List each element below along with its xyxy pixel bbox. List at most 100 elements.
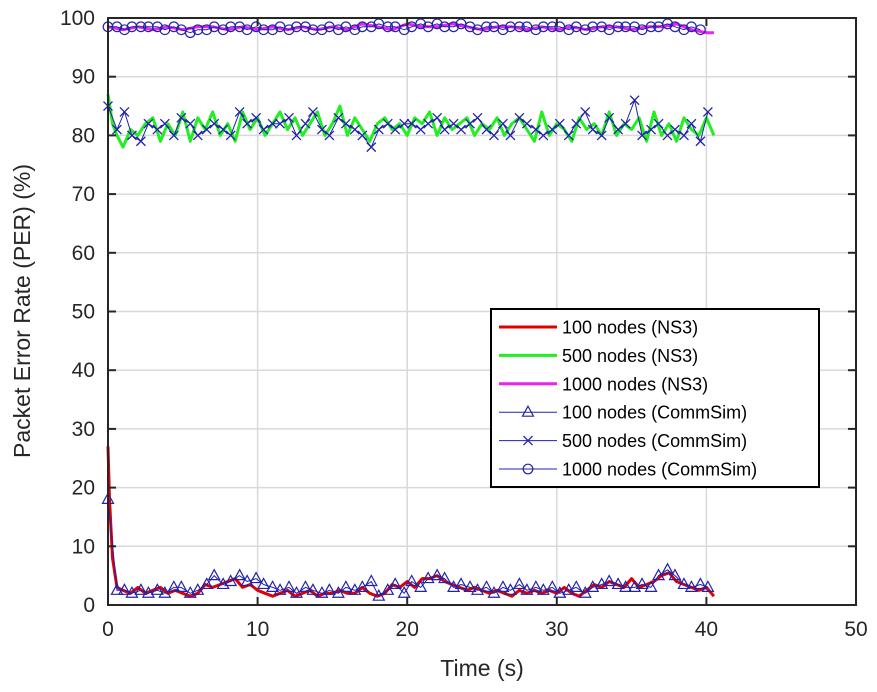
series-3-point — [306, 583, 320, 595]
series-3-point — [207, 568, 221, 581]
x-tick-label: 50 — [844, 618, 867, 641]
series-5-point — [497, 24, 509, 36]
series-3-point — [479, 580, 494, 592]
legend-marker-3 — [521, 404, 535, 417]
series-4-point — [587, 124, 598, 135]
series-4-point — [646, 124, 657, 135]
series-5-point — [382, 21, 394, 33]
series-3-point — [240, 574, 254, 587]
series-4-point — [456, 124, 467, 135]
series-4-point — [159, 118, 170, 129]
series-3-point — [487, 586, 501, 598]
series-3-point — [167, 580, 181, 592]
series-5-point — [579, 24, 591, 36]
series-4-point — [135, 136, 146, 147]
legend-label-1: 500 nodes (NS3) — [562, 346, 698, 366]
series-3-point — [266, 580, 280, 592]
series-4-point — [620, 118, 631, 129]
series-5-point — [307, 24, 319, 36]
series-3-point — [619, 580, 633, 592]
series-4-point — [423, 118, 434, 129]
series-4-point — [176, 112, 187, 123]
series-3-point — [339, 580, 353, 592]
series-5-point — [398, 24, 410, 36]
series-5-point — [258, 24, 269, 36]
series-4-point — [258, 124, 269, 135]
series-3-point — [273, 583, 287, 595]
series-5-point — [332, 24, 344, 36]
series-5-point — [300, 21, 311, 33]
legend-box — [490, 308, 820, 488]
series-4-point — [373, 124, 384, 135]
series-5-point — [587, 21, 599, 33]
series-3-point — [355, 580, 369, 592]
series-4-point — [300, 118, 311, 129]
y-tick-label: 10 — [72, 535, 95, 558]
series-5-point — [201, 24, 213, 36]
series-4-point — [185, 118, 196, 129]
series-3-point — [503, 583, 517, 595]
y-tick-label: 60 — [72, 242, 95, 265]
series-3-point — [372, 588, 386, 601]
series-3-point — [693, 577, 707, 590]
series-3-point — [536, 583, 550, 595]
series-4-point — [547, 124, 558, 135]
series-4-point — [218, 124, 229, 135]
series-5-point — [142, 21, 154, 33]
series-3-point — [257, 577, 271, 590]
series-4-point — [234, 106, 245, 117]
y-axis-title: Packet Error Rate (PER) (%) — [9, 164, 35, 458]
series-5-point — [629, 21, 640, 33]
series-4-point — [119, 106, 130, 117]
series-5-point — [126, 21, 138, 33]
series-4-point — [662, 130, 673, 141]
series-4-point — [291, 130, 302, 141]
series-4-point — [340, 118, 351, 129]
series-3-point — [463, 580, 477, 592]
series-markers — [101, 18, 715, 601]
series-3-point — [191, 583, 205, 595]
series-4-point — [489, 130, 499, 141]
series-line-5 — [108, 23, 701, 34]
series-3-point — [470, 583, 485, 595]
series-line-3 — [107, 499, 709, 597]
series-4-point — [390, 124, 401, 135]
series-4-point — [505, 130, 516, 141]
series-4-point — [514, 112, 525, 123]
series-3-point — [520, 583, 534, 595]
series-4-point — [702, 106, 713, 117]
series-4-point — [613, 124, 624, 135]
x-tick-label: 0 — [102, 618, 114, 641]
series-5-point — [291, 21, 302, 33]
y-tick-label: 80 — [72, 124, 95, 147]
series-4-point — [596, 130, 607, 141]
series-4-point — [284, 112, 294, 123]
series-5-point — [349, 24, 361, 36]
series-3-point — [430, 568, 444, 581]
series-4-point — [571, 118, 582, 129]
series-5-point — [267, 24, 278, 36]
y-tick-label: 0 — [83, 594, 95, 617]
legend-label-2: 1000 nodes (NS3) — [562, 374, 708, 394]
series-3-point — [134, 583, 148, 595]
y-tick-label: 50 — [72, 301, 95, 324]
series-4-point — [112, 124, 122, 135]
series-5-point — [620, 21, 632, 33]
series-4-point — [406, 118, 417, 129]
series-3-point — [249, 571, 263, 584]
legend-marker-5 — [522, 463, 534, 475]
series-3-point — [282, 580, 296, 592]
series-4-point — [209, 118, 220, 129]
series-4-point — [382, 118, 393, 129]
series-3-point — [397, 586, 411, 598]
series-3-point — [668, 568, 682, 581]
series-4-point — [275, 118, 285, 129]
series-3-point — [289, 586, 304, 598]
series-3-point — [569, 580, 583, 592]
series-5-point — [168, 21, 180, 33]
y-tick-label: 20 — [72, 477, 95, 500]
series-4-point — [580, 106, 591, 117]
series-3-point — [421, 571, 435, 584]
series-5-point — [563, 24, 575, 36]
